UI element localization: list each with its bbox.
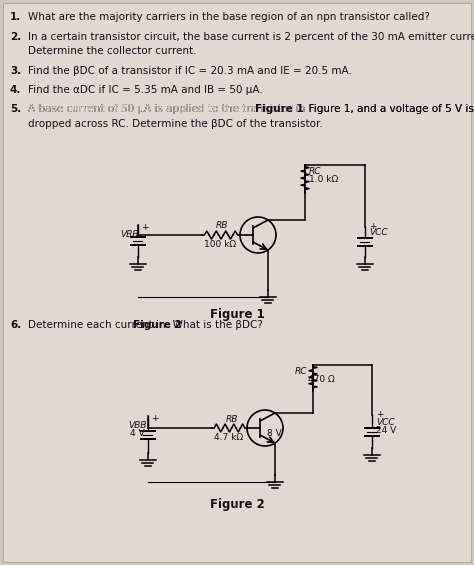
Text: 100 kΩ: 100 kΩ	[204, 240, 236, 249]
Text: What are the majority carriers in the base region of an npn transistor called?: What are the majority carriers in the ba…	[28, 12, 430, 22]
Text: 470 Ω: 470 Ω	[308, 375, 335, 384]
Text: 24 V: 24 V	[376, 426, 396, 435]
Text: dropped across RC. Determine the βDC of the transistor.: dropped across RC. Determine the βDC of …	[28, 119, 323, 129]
Text: A base current of 50 μA is applied to the transistor in Figure 1, and a voltage : A base current of 50 μA is applied to th…	[28, 105, 474, 115]
Text: 6.: 6.	[10, 320, 21, 330]
Text: A base current of 50 μA is applied to the transistor in: A base current of 50 μA is applied to th…	[28, 105, 309, 115]
Text: RC: RC	[295, 367, 308, 376]
Text: +: +	[141, 223, 148, 232]
Text: 1.0 kΩ: 1.0 kΩ	[309, 175, 338, 184]
Text: Figure 1: Figure 1	[210, 308, 264, 321]
Text: RC: RC	[309, 167, 321, 176]
Text: 4 V: 4 V	[130, 429, 145, 438]
Text: +: +	[369, 222, 376, 231]
Text: RB: RB	[216, 221, 228, 230]
Text: In a certain transistor circuit, the base current is 2 percent of the 30 mA emit: In a certain transistor circuit, the bas…	[28, 32, 474, 41]
Text: VBB: VBB	[120, 230, 138, 239]
Text: Figure 1: Figure 1	[255, 105, 303, 115]
Text: 4.7 kΩ: 4.7 kΩ	[214, 433, 243, 442]
Text: 5.: 5.	[10, 105, 21, 115]
Text: Figure 2: Figure 2	[133, 320, 182, 330]
Text: 4.: 4.	[10, 85, 21, 95]
Text: Determine the collector current.: Determine the collector current.	[28, 46, 197, 56]
Text: VBB: VBB	[128, 421, 146, 430]
Text: Find the βDC of a transistor if IC = 20.3 mA and IE = 20.5 mA.: Find the βDC of a transistor if IC = 20.…	[28, 66, 352, 76]
Text: VCC: VCC	[376, 418, 395, 427]
Text: A base current of 50 μA is applied to the transistor in Figure 1, and a voltage : A base current of 50 μA is applied to th…	[28, 105, 474, 115]
Text: 1.: 1.	[10, 12, 21, 22]
Text: Determine each current in: Determine each current in	[28, 320, 169, 330]
Text: Find the αDC if IC = 5.35 mA and IB = 50 μA.: Find the αDC if IC = 5.35 mA and IB = 50…	[28, 85, 263, 95]
Text: +: +	[151, 414, 158, 423]
FancyBboxPatch shape	[3, 3, 471, 562]
Text: RB: RB	[226, 415, 238, 424]
Text: Figure 2: Figure 2	[210, 498, 264, 511]
Text: VCC: VCC	[369, 228, 388, 237]
Text: . What is the βDC?: . What is the βDC?	[166, 320, 264, 330]
Text: 8 V: 8 V	[267, 429, 282, 438]
Text: 3.: 3.	[10, 66, 21, 76]
Text: 2.: 2.	[10, 32, 21, 41]
Text: +: +	[376, 410, 383, 419]
